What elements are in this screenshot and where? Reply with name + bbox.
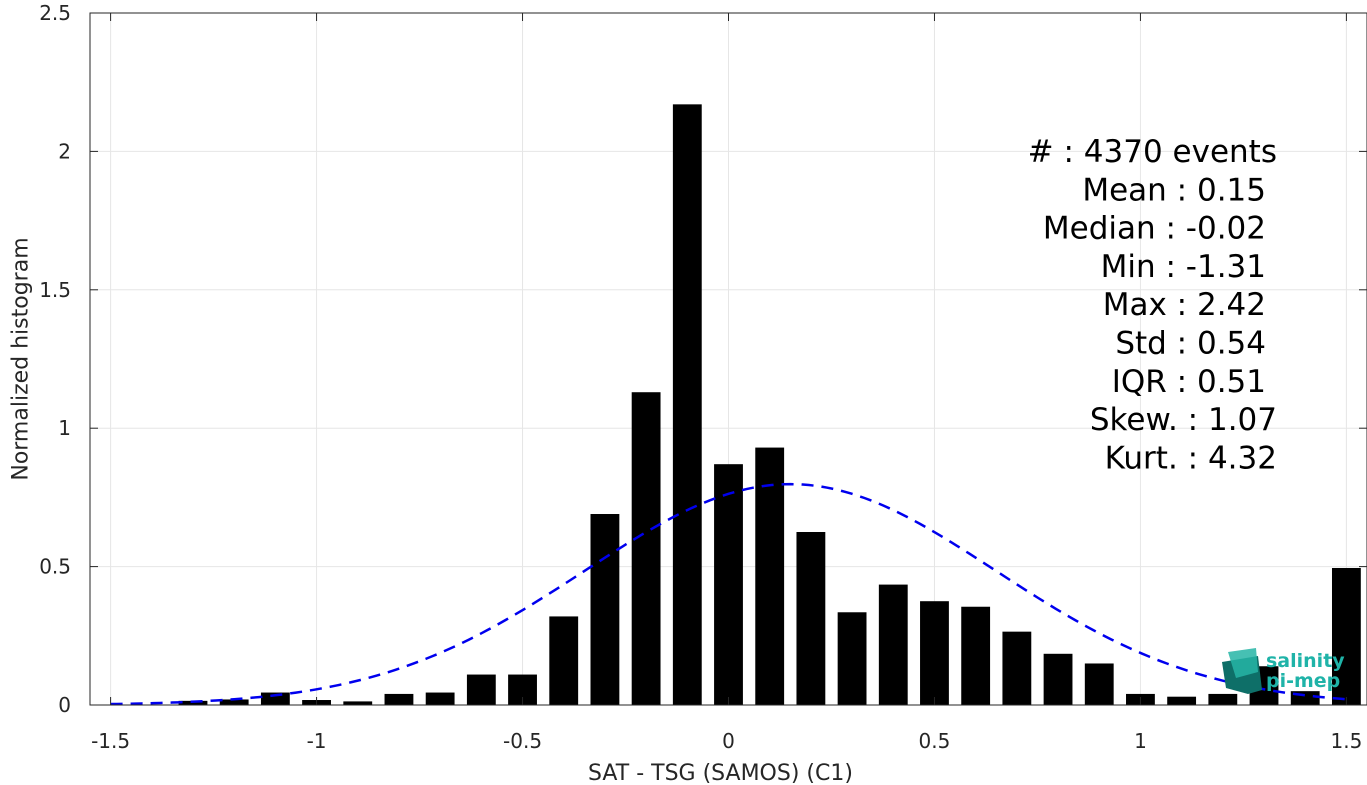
histogram-bar: [343, 701, 373, 705]
stat-line: Kurt. : 4.32: [1105, 440, 1277, 476]
histogram-bar: [219, 699, 249, 705]
histogram-bar: [1002, 631, 1032, 705]
stat-line: Skew. : 1.07: [1090, 402, 1277, 438]
stat-line: IQR : 0.51: [1112, 364, 1266, 400]
y-axis-label: Normalized histogram: [9, 237, 34, 480]
histogram-bar: [384, 693, 414, 705]
histogram-bar: [631, 392, 661, 705]
stat-line: # : 4370 events: [1028, 134, 1277, 170]
x-tick-label: 0.5: [919, 729, 951, 753]
histogram-bar: [425, 692, 455, 705]
histogram-bar: [1043, 653, 1073, 705]
normal-fit-curve: [110, 482, 1347, 706]
x-tick-label: -0.5: [503, 729, 542, 753]
x-axis-label: SAT - TSG (SAMOS) (C1): [588, 761, 853, 785]
x-tick-label: -1.5: [91, 729, 130, 753]
histogram-bar: [796, 532, 826, 705]
x-tick-label: 1.5: [1330, 729, 1362, 753]
x-tick-label: 1: [1134, 729, 1147, 753]
histogram-bar: [672, 104, 702, 706]
stat-line: Max : 2.42: [1103, 287, 1266, 323]
stat-line: Mean : 0.15: [1082, 172, 1266, 208]
logo-line1: salinity: [1266, 650, 1345, 672]
histogram-bar: [714, 464, 743, 705]
y-tick-label: 0: [58, 693, 71, 717]
histogram-bar: [260, 692, 290, 705]
y-tick-label: 2: [58, 139, 71, 163]
histogram-bar: [920, 601, 949, 705]
y-tick-label: 1: [58, 416, 71, 440]
stat-line: Std : 0.54: [1115, 326, 1266, 362]
histogram-bar: [837, 612, 867, 705]
histogram-bar: [466, 674, 496, 705]
stat-line: Median : -0.02: [1043, 211, 1266, 247]
salinity-pi-mep-logo: salinity pi-mep: [1222, 648, 1345, 694]
logo-shape-light: [1228, 648, 1258, 678]
histogram-bar: [961, 606, 991, 705]
histogram-bar: [878, 584, 908, 705]
histogram-bar: [549, 616, 579, 705]
histogram-bar: [1167, 696, 1197, 705]
y-tick-label: 1.5: [39, 278, 71, 302]
histogram-bar: [590, 514, 620, 705]
histogram-bar: [1084, 663, 1114, 705]
logo-line2: pi-mep: [1266, 670, 1340, 692]
x-tick-label: 0: [722, 729, 735, 753]
x-tick-label: -1: [307, 729, 327, 753]
stat-line: Min : -1.31: [1101, 249, 1266, 285]
axis-ticks: -1.5 -1 -0.5 0 0.5 1 1.5 0 0.5 1 1.5 2 2.5: [39, 1, 1367, 753]
y-tick-label: 2.5: [39, 1, 71, 25]
histogram-bar: [1331, 567, 1361, 705]
y-tick-label: 0.5: [39, 555, 71, 579]
histogram-bar: [1208, 693, 1238, 705]
histogram-bar: [755, 447, 785, 705]
